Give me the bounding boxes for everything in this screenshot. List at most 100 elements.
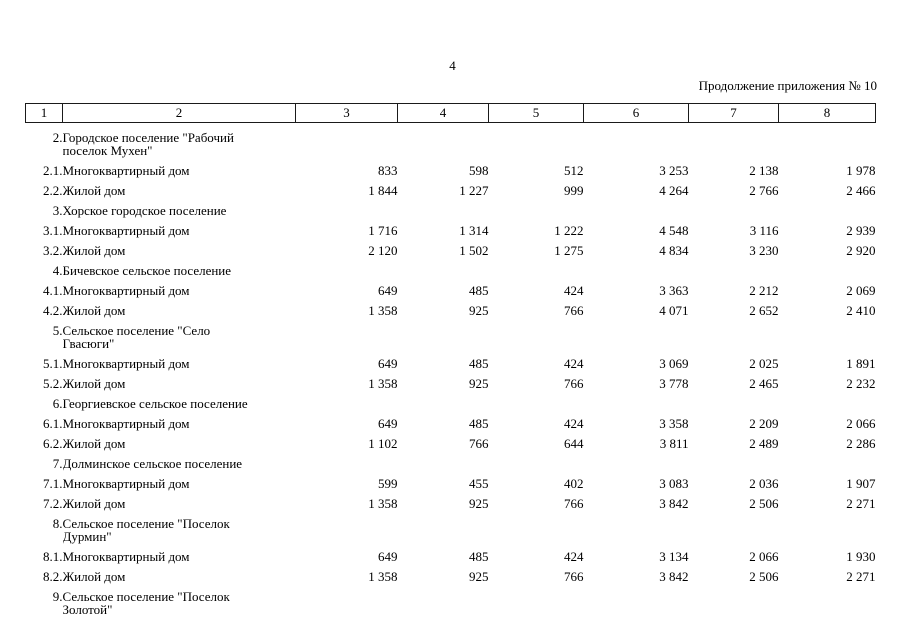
value-cell: 2 466	[846, 183, 876, 198]
value-cell	[584, 123, 689, 161]
value-cell	[779, 393, 876, 413]
value-cell	[398, 453, 489, 473]
value-cell: 512	[564, 163, 584, 178]
value-cell	[779, 123, 876, 161]
row-number: 4.	[52, 263, 63, 278]
row-number: 5.	[52, 323, 63, 338]
value-cell: 3 253	[659, 163, 689, 178]
value-cell: 3 811	[659, 436, 689, 451]
data-row: 6.2. Жилой дом 1 102 766 644 3 811 2 489 2 286	[26, 433, 876, 453]
value-cell: 1 978	[846, 163, 876, 178]
value-cell: 4 264	[659, 183, 689, 198]
row-number: 9.	[52, 589, 63, 604]
column-header: 7	[688, 103, 779, 123]
row-number: 8.2.	[43, 569, 63, 584]
value-cell	[489, 200, 584, 220]
row-label: Жилой дом	[62, 183, 126, 198]
value-cell	[296, 453, 398, 473]
value-cell	[779, 200, 876, 220]
value-cell: 3 230	[749, 243, 779, 258]
row-label: Долминское сельское поселение	[62, 456, 243, 471]
row-number: 2.2.	[43, 183, 63, 198]
value-cell	[489, 123, 584, 161]
row-number: 8.	[52, 516, 63, 531]
value-cell: 766	[564, 496, 584, 511]
row-number: 8.1.	[43, 549, 63, 564]
value-cell: 2 120	[368, 243, 398, 258]
value-cell: 2 939	[846, 223, 876, 238]
value-cell: 649	[378, 416, 398, 431]
section-row: 3. Хорское городское поселение	[26, 200, 876, 220]
value-cell	[779, 320, 876, 353]
value-cell: 2 066	[749, 549, 779, 564]
value-cell: 424	[564, 356, 584, 371]
row-label: Городское поселение "Рабочий поселок Мух…	[62, 130, 234, 158]
row-label: Многоквартирный дом	[62, 416, 190, 431]
value-cell: 1 358	[368, 303, 398, 318]
row-label: Сельское поселение "Поселок Золотой"	[62, 589, 230, 617]
value-cell	[489, 453, 584, 473]
value-cell	[296, 586, 398, 619]
data-row: 5.2. Жилой дом 1 358 925 766 3 778 2 465 2 232	[26, 373, 876, 393]
value-cell: 2 410	[846, 303, 876, 318]
value-cell: 424	[564, 283, 584, 298]
value-cell: 4 071	[659, 303, 689, 318]
value-cell: 2 212	[749, 283, 779, 298]
value-cell: 1 844	[368, 183, 398, 198]
value-cell	[779, 260, 876, 280]
value-cell: 2 025	[749, 356, 779, 371]
value-cell: 3 116	[749, 223, 779, 238]
value-cell: 599	[378, 476, 398, 491]
value-cell	[296, 123, 398, 161]
value-cell: 766	[564, 569, 584, 584]
section-row: 4. Бичевское сельское поселение	[26, 260, 876, 280]
row-number: 4.1.	[43, 283, 63, 298]
value-cell: 455	[469, 476, 489, 491]
row-number: 7.2.	[43, 496, 63, 511]
value-cell: 766	[564, 376, 584, 391]
value-cell: 2 271	[846, 569, 876, 584]
value-cell: 766	[469, 436, 489, 451]
value-cell: 485	[469, 356, 489, 371]
column-header: 3	[295, 103, 398, 123]
column-header: 2	[62, 103, 296, 123]
value-cell	[779, 586, 876, 619]
row-label: Многоквартирный дом	[62, 549, 190, 564]
value-cell	[584, 453, 689, 473]
value-cell: 2 036	[749, 476, 779, 491]
value-cell: 2 506	[749, 569, 779, 584]
continuation-note: Продолжение приложения № 10	[698, 78, 877, 93]
value-cell: 2 652	[749, 303, 779, 318]
row-label: Многоквартирный дом	[62, 163, 190, 178]
value-cell: 1 275	[554, 243, 584, 258]
value-cell: 3 069	[659, 356, 689, 371]
value-cell	[689, 393, 779, 413]
value-cell: 2 138	[749, 163, 779, 178]
value-cell: 644	[564, 436, 584, 451]
value-cell	[296, 513, 398, 546]
row-label: Георгиевское сельское поселение	[62, 396, 248, 411]
row-number: 3.2.	[43, 243, 63, 258]
column-header: 5	[488, 103, 584, 123]
value-cell: 485	[469, 416, 489, 431]
value-cell: 925	[469, 376, 489, 391]
value-cell	[489, 586, 584, 619]
value-cell: 1 891	[846, 356, 876, 371]
value-cell: 2 766	[749, 183, 779, 198]
value-cell	[489, 513, 584, 546]
value-cell	[398, 513, 489, 546]
value-cell: 2 069	[846, 283, 876, 298]
data-row: 6.1. Многоквартирный дом 649 485 424 3 358 2 2…	[26, 413, 876, 433]
data-row: 4.2. Жилой дом 1 358 925 766 4 071 2 652 2 410	[26, 300, 876, 320]
value-cell: 1 716	[368, 223, 398, 238]
value-cell	[689, 260, 779, 280]
value-cell: 3 358	[659, 416, 689, 431]
value-cell: 3 778	[659, 376, 689, 391]
row-label: Жилой дом	[62, 569, 126, 584]
column-header: 1	[25, 103, 63, 123]
row-number: 2.1.	[43, 163, 63, 178]
row-label: Многоквартирный дом	[62, 356, 190, 371]
row-label: Жилой дом	[62, 496, 126, 511]
column-header: 4	[397, 103, 489, 123]
